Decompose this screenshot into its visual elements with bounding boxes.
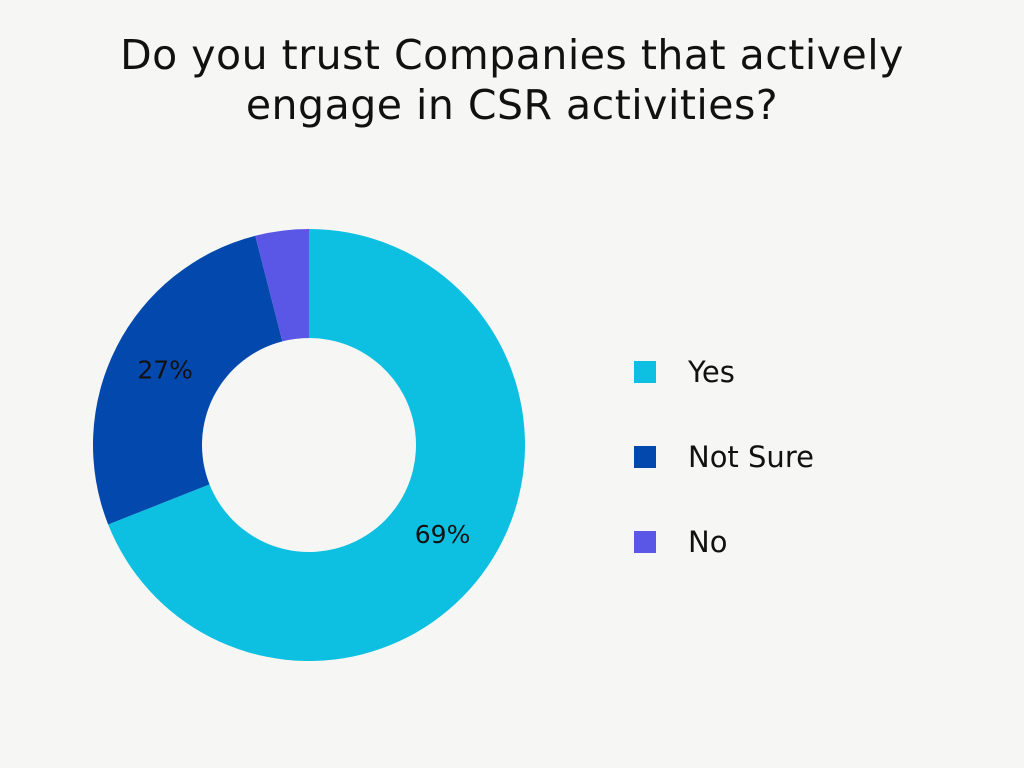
chart-title: Do you trust Companies that actively eng… — [120, 31, 904, 129]
slice-value-label-not-sure: 27% — [137, 356, 193, 385]
slice-value-label-yes: 69% — [415, 520, 471, 549]
legend-swatch-yes — [634, 361, 656, 383]
legend-label-yes: Yes — [688, 355, 735, 389]
chart-legend: Yes Not Sure No — [634, 350, 814, 605]
donut-slice-not-sure — [93, 235, 283, 525]
legend-label-not-sure: Not Sure — [688, 440, 814, 474]
legend-swatch-not-sure — [634, 446, 656, 468]
legend-item-no: No — [634, 520, 814, 564]
legend-label-no: No — [688, 525, 728, 559]
donut-slice-no — [255, 229, 309, 342]
legend-item-yes: Yes — [634, 350, 814, 394]
legend-swatch-no — [634, 531, 656, 553]
donut-slice-yes — [108, 229, 526, 662]
legend-item-not-sure: Not Sure — [634, 435, 814, 479]
